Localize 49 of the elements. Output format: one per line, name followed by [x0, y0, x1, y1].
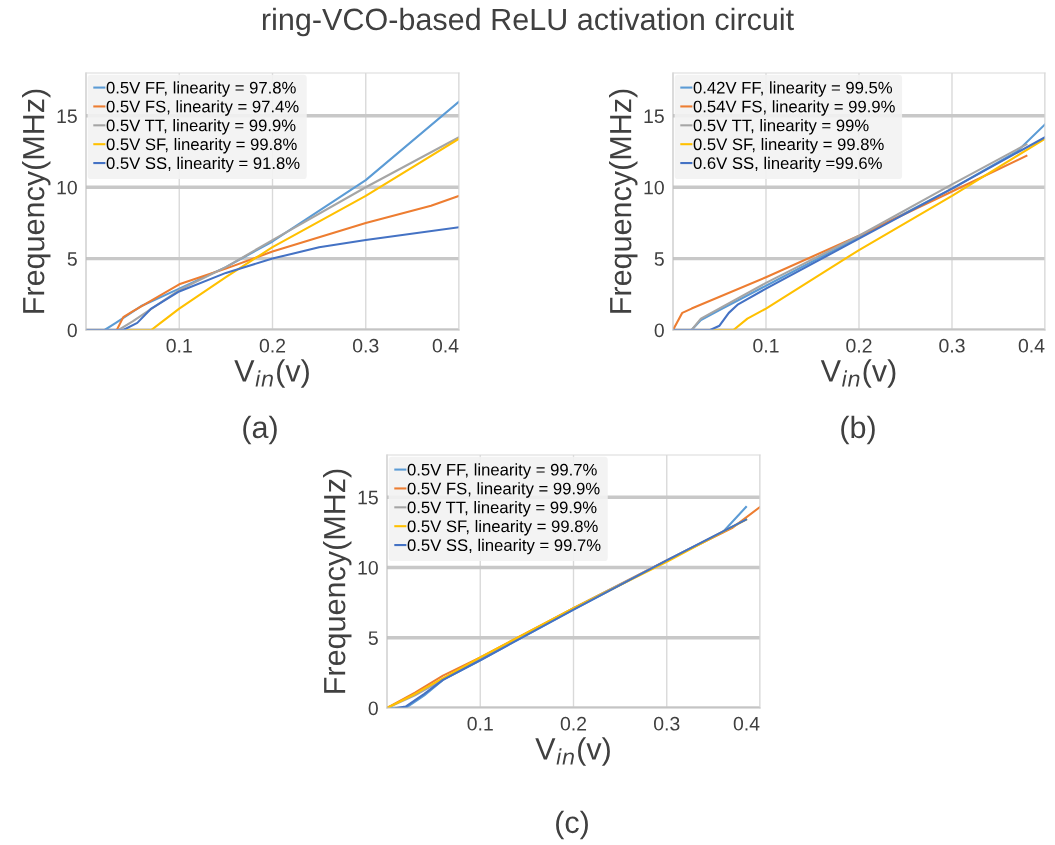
legend-label: 0.5V SF, linearity = 99.8%	[407, 519, 598, 536]
legend-label: 0.5V FF, linearity = 99.7%	[407, 463, 597, 479]
x-axis-title: V$_{in}$(v)	[234, 359, 309, 388]
y-tick-label: 15	[644, 109, 664, 124]
x-tick-label: 0.3	[353, 338, 379, 353]
x-tick-label: 0.2	[259, 338, 286, 353]
legend-label: 0.5V TT, linearity = 99.9%	[407, 501, 597, 517]
y-tick-label: 0	[654, 323, 664, 338]
text: (c)	[556, 810, 588, 840]
x-tick-label: 0.4	[1018, 338, 1045, 353]
legend-label: 0.5V SF, linearity = 99.8%	[693, 137, 884, 154]
legend-label: 0.5V SS, linearity = 99.7%	[407, 538, 601, 555]
y-axis-title: Frequency(MHz)	[22, 89, 51, 313]
x-tick-label: 0.3	[654, 716, 680, 731]
legend-label: 0.5V TT, linearity = 99.9%	[106, 119, 296, 135]
y-axis-title: Frequency(MHz)	[323, 469, 352, 693]
legend-label: 0.5V FS, linearity = 97.4%	[106, 100, 299, 116]
x-tick-label: 0.3	[939, 338, 965, 353]
y-tick-label: 15	[358, 490, 378, 505]
x-tick-label: 0.2	[560, 716, 587, 731]
legend-label: 0.42V FF, linearity = 99.5%	[693, 81, 893, 97]
y-axis-title: Frequency(MHz)	[609, 89, 638, 313]
legend-label: 0.6V SS, linearity =99.6%	[693, 156, 882, 173]
x-tick-label: 0.1	[753, 338, 779, 353]
x-tick-label: 0.4	[432, 338, 459, 353]
y-tick-label: 10	[644, 180, 664, 195]
y-tick-label: 5	[67, 252, 77, 266]
y-tick-label: 0	[67, 323, 77, 338]
y-tick-label: 0	[368, 701, 378, 716]
legend-label: 0.54V FS, linearity = 99.9%	[693, 100, 895, 116]
x-tick-label: 0.1	[166, 338, 192, 353]
y-tick-label: 5	[654, 252, 664, 266]
text: ring-VCO-based ReLU activation circuit	[262, 7, 794, 37]
y-tick-label: 5	[368, 631, 378, 645]
text: (a)	[243, 415, 277, 445]
x-tick-label: 0.1	[467, 716, 493, 731]
y-tick-label: 15	[57, 109, 77, 124]
legend-label: 0.5V TT, linearity = 99%	[693, 119, 869, 135]
legend-label: 0.5V FS, linearity = 99.9%	[407, 482, 600, 498]
x-axis-title: V$_{in}$(v)	[820, 359, 896, 388]
text: (b)	[841, 415, 875, 445]
legend-label: 0.5V SF, linearity = 99.8%	[106, 137, 297, 154]
x-axis-title: V$_{in}$(v)	[535, 737, 610, 766]
x-tick-label: 0.2	[846, 338, 872, 353]
x-tick-label: 0.4	[733, 716, 760, 731]
legend-label: 0.5V SS, linearity = 91.8%	[106, 156, 300, 173]
y-tick-label: 10	[57, 180, 77, 195]
legend-label: 0.5V FF, linearity = 97.8%	[106, 81, 296, 97]
y-tick-label: 10	[358, 560, 378, 575]
